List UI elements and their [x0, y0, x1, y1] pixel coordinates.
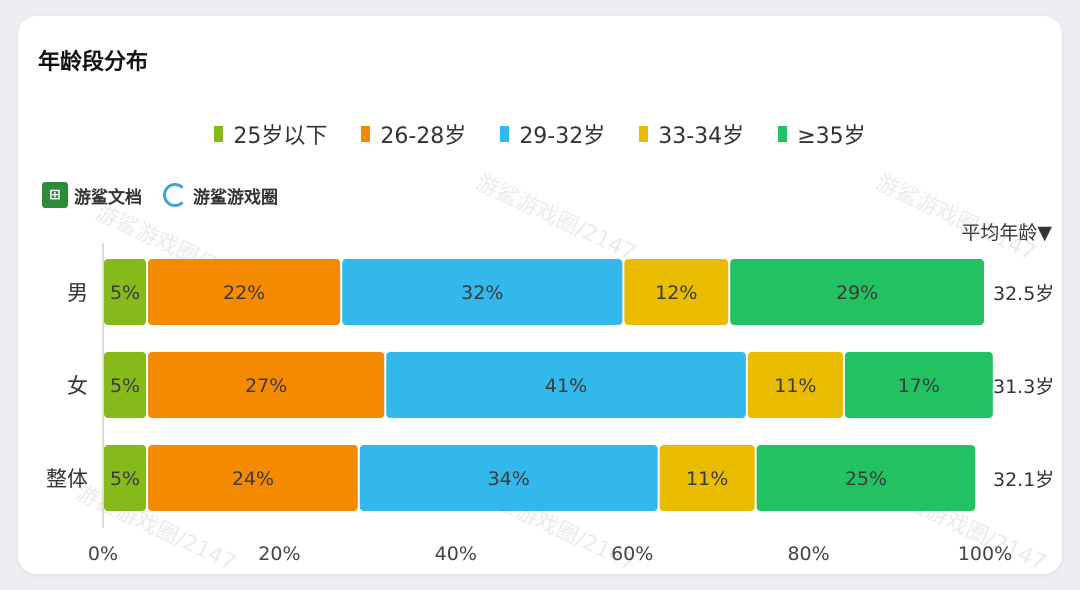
average-age-value: 31.3岁	[993, 376, 1054, 398]
chart-title: 年龄段分布	[38, 50, 149, 75]
brand-doc-label: 游鲨文档	[74, 187, 142, 208]
category-label: 男	[67, 281, 88, 305]
bar-segment	[756, 445, 976, 511]
x-tick-label: 60%	[611, 543, 653, 565]
brand-circle: 游鲨游戏圈	[163, 180, 278, 210]
bar-segment	[148, 445, 358, 511]
average-age-value: 32.1岁	[993, 469, 1054, 491]
bar-segment	[386, 352, 746, 418]
legend-item[interactable]: 26-28岁	[361, 118, 466, 150]
data-label: 5%	[110, 468, 140, 490]
grid-sheet-icon: ⊞	[42, 182, 68, 208]
bar-segment	[104, 445, 147, 511]
legend: 25岁以下 26-28岁 29-32岁 33-34岁 ≥35岁	[0, 118, 1080, 150]
legend-item[interactable]: ≥35岁	[778, 118, 866, 150]
legend-item[interactable]: 33-34岁	[639, 118, 744, 150]
swirl-logo-icon	[163, 183, 187, 207]
bar-segment	[359, 445, 658, 511]
data-label: 24%	[232, 468, 274, 490]
x-tick-label: 80%	[787, 543, 829, 565]
bar-segment	[104, 352, 147, 418]
legend-swatch	[778, 126, 788, 142]
legend-label: 29-32岁	[519, 124, 606, 149]
data-label: 27%	[245, 375, 287, 397]
average-age-header[interactable]: 平均年龄▼	[961, 222, 1052, 244]
data-label: 41%	[545, 375, 587, 397]
bar-segment	[747, 352, 843, 418]
average-age-value: 32.5岁	[993, 283, 1054, 305]
legend-swatch	[500, 126, 510, 142]
bar-segment	[844, 352, 993, 418]
legend-swatch	[214, 126, 224, 142]
bar-segment	[342, 259, 623, 325]
data-label: 22%	[223, 282, 265, 304]
x-tick-label: 0%	[88, 543, 118, 565]
bar-segment	[659, 445, 755, 511]
legend-swatch	[361, 126, 371, 142]
data-label: 25%	[845, 468, 887, 490]
data-label: 5%	[110, 282, 140, 304]
x-tick-label: 20%	[258, 543, 300, 565]
category-label: 女	[67, 374, 88, 398]
data-label: 17%	[898, 375, 940, 397]
bar-segment	[148, 259, 341, 325]
x-tick-label: 100%	[958, 543, 1012, 565]
data-label: 29%	[836, 282, 878, 304]
legend-label: 33-34岁	[658, 124, 745, 149]
brand-doc: ⊞ 游鲨文档	[42, 180, 142, 210]
legend-label: 25岁以下	[233, 124, 328, 149]
brand-circle-label: 游鲨游戏圈	[193, 187, 278, 208]
bar-segment	[148, 352, 385, 418]
legend-swatch	[639, 126, 649, 142]
bar-segment	[624, 259, 729, 325]
legend-item[interactable]: 25岁以下	[214, 118, 327, 150]
legend-label: 26-28岁	[380, 124, 467, 149]
category-label: 整体	[46, 467, 88, 491]
legend-item[interactable]: 29-32岁	[500, 118, 605, 150]
data-label: 11%	[774, 375, 816, 397]
x-tick-label: 40%	[435, 543, 477, 565]
data-label: 34%	[488, 468, 530, 490]
legend-label: ≥35岁	[797, 124, 866, 149]
bar-segment	[104, 259, 147, 325]
data-label: 12%	[655, 282, 697, 304]
data-label: 11%	[686, 468, 728, 490]
data-label: 32%	[461, 282, 503, 304]
data-label: 5%	[110, 375, 140, 397]
bar-segment	[730, 259, 984, 325]
